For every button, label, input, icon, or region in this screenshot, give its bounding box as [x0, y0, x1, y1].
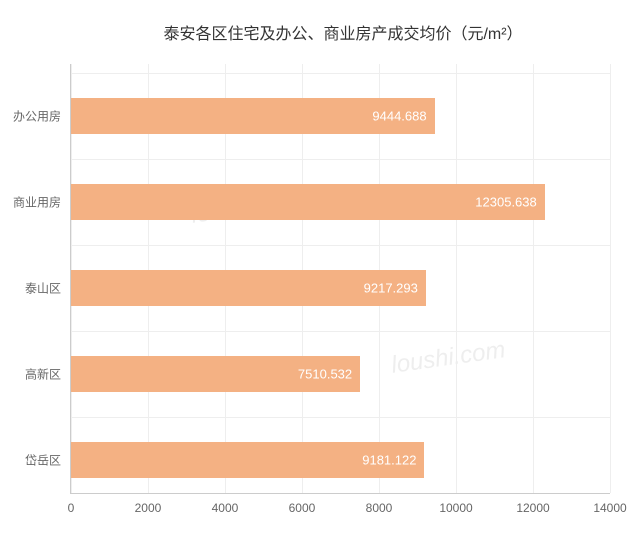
gridline	[610, 64, 611, 493]
x-axis-label: 14000	[593, 501, 626, 515]
gridline	[456, 64, 457, 493]
chart-title: 泰安各区住宅及办公、商业房产成交均价（元/m²）	[70, 20, 616, 44]
x-axis-label: 8000	[366, 501, 393, 515]
watermark: loushi.com	[390, 336, 507, 380]
y-axis-label: 岱岳区	[25, 452, 61, 469]
bar: 7510.532	[71, 356, 360, 392]
y-tick-line	[71, 159, 610, 160]
bar: 9217.293	[71, 270, 426, 306]
bar-value-label: 9217.293	[364, 281, 418, 296]
y-axis-label: 办公用房	[13, 108, 61, 125]
gridline	[533, 64, 534, 493]
plot-area: loushi.com loushi.com 0 2000 4000 6000 8…	[70, 64, 610, 494]
x-axis-label: 2000	[135, 501, 162, 515]
y-tick-line	[71, 245, 610, 246]
x-axis-label: 6000	[289, 501, 316, 515]
chart-container: 泰安各区住宅及办公、商业房产成交均价（元/m²） loushi.com lous…	[0, 0, 636, 541]
y-tick-line	[71, 73, 610, 74]
x-axis-label: 4000	[212, 501, 239, 515]
bar-value-label: 9181.122	[362, 453, 416, 468]
y-axis-label: 泰山区	[25, 280, 61, 297]
x-axis-label: 10000	[439, 501, 472, 515]
bar-value-label: 9444.688	[372, 109, 426, 124]
bar: 12305.638	[71, 184, 545, 220]
y-axis-label: 高新区	[25, 366, 61, 383]
x-axis-label: 12000	[516, 501, 549, 515]
bar: 9444.688	[71, 98, 435, 134]
y-tick-line	[71, 331, 610, 332]
bar-value-label: 7510.532	[298, 367, 352, 382]
bar-value-label: 12305.638	[475, 195, 536, 210]
y-axis-label: 商业用房	[13, 194, 61, 211]
bar: 9181.122	[71, 442, 424, 478]
x-axis-label: 0	[68, 501, 75, 515]
y-tick-line	[71, 417, 610, 418]
